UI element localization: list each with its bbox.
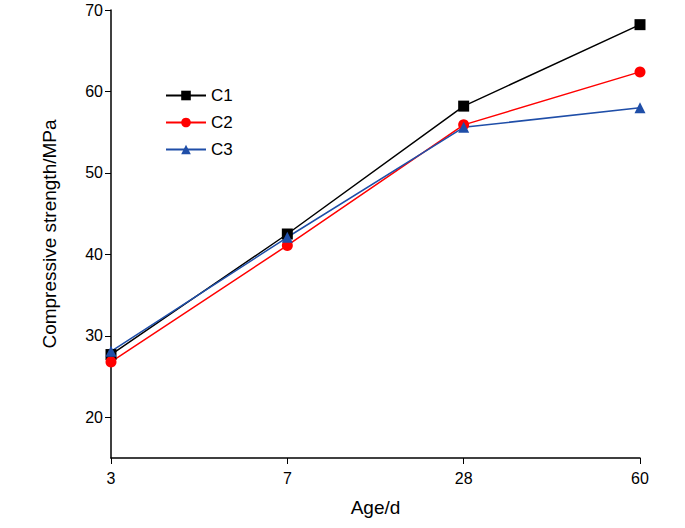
svg-text:50: 50 xyxy=(85,164,103,181)
svg-text:60: 60 xyxy=(631,470,649,487)
svg-text:60: 60 xyxy=(85,83,103,100)
svg-text:3: 3 xyxy=(107,470,116,487)
svg-text:C3: C3 xyxy=(211,140,233,159)
svg-text:40: 40 xyxy=(85,246,103,263)
svg-text:C1: C1 xyxy=(211,86,233,105)
svg-text:30: 30 xyxy=(85,327,103,344)
svg-text:28: 28 xyxy=(455,470,473,487)
svg-text:C2: C2 xyxy=(211,113,233,132)
svg-text:7: 7 xyxy=(283,470,292,487)
svg-text:70: 70 xyxy=(85,2,103,19)
svg-text:Compressive strength/MPa: Compressive strength/MPa xyxy=(39,119,60,349)
svg-text:20: 20 xyxy=(85,409,103,426)
svg-text:Age/d: Age/d xyxy=(351,497,401,518)
